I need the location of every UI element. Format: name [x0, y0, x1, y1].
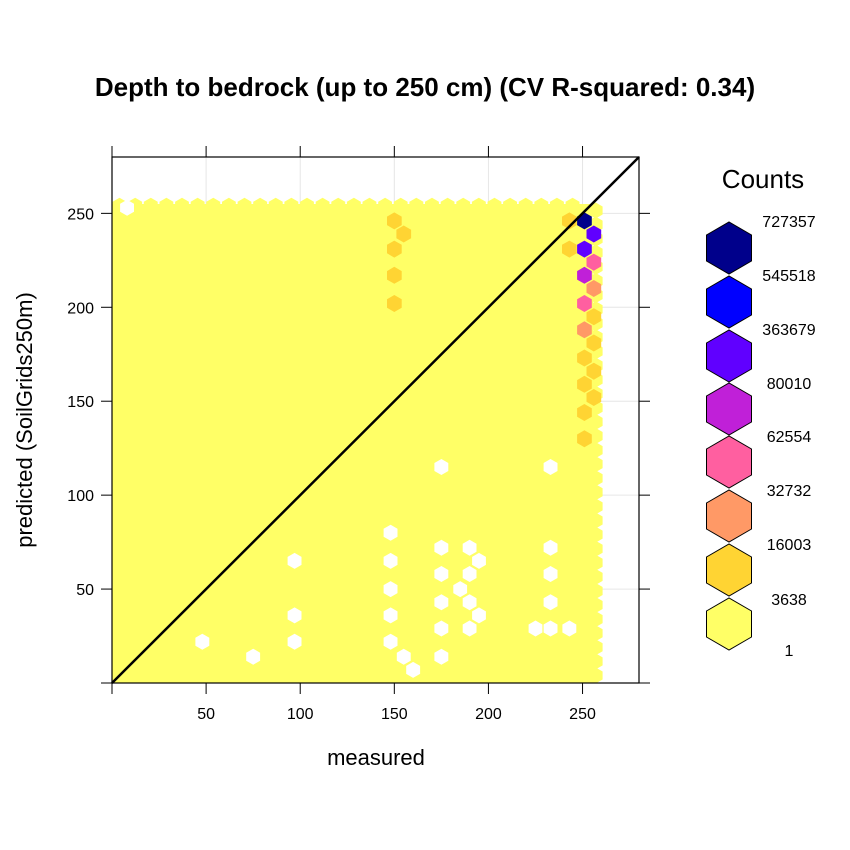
- y-tick-label: 250: [67, 206, 94, 223]
- legend-label: 32732: [767, 483, 812, 500]
- plot-area: 50 100 150 200 250 50 100 150 200 250: [67, 146, 650, 723]
- legend-swatch: [707, 490, 752, 542]
- x-tick-label: 200: [475, 706, 502, 723]
- x-tick-label: 250: [569, 706, 596, 723]
- legend-swatch: [707, 276, 752, 328]
- legend-label: 62554: [767, 429, 812, 446]
- legend-swatch: [707, 383, 752, 435]
- legend-label: 3638: [771, 592, 807, 609]
- legend: Counts 727357 545518 363679 80010 62554 32732…: [707, 164, 816, 660]
- y-tick-label: 150: [67, 394, 94, 411]
- x-tick-label: 100: [287, 706, 314, 723]
- legend-swatch: [707, 598, 752, 650]
- x-axis-label: measured: [327, 745, 425, 770]
- y-tick-label: 100: [67, 488, 94, 505]
- legend-label: 545518: [762, 268, 815, 285]
- x-tick-label: 50: [197, 706, 215, 723]
- legend-label: 16003: [767, 537, 812, 554]
- legend-swatch: [707, 222, 752, 274]
- y-axis-label: predicted (SoilGrids250m): [12, 292, 37, 548]
- legend-label: 727357: [762, 214, 815, 231]
- legend-swatch: [707, 330, 752, 382]
- legend-label: 1: [785, 643, 794, 660]
- legend-title: Counts: [722, 164, 804, 194]
- chart-title: Depth to bedrock (up to 250 cm) (CV R-sq…: [95, 72, 755, 102]
- legend-label: 363679: [762, 322, 815, 339]
- y-tick-label: 50: [76, 582, 94, 599]
- legend-swatch: [707, 544, 752, 596]
- legend-label: 80010: [767, 376, 812, 393]
- y-tick-label: 200: [67, 300, 94, 317]
- legend-swatch: [707, 436, 752, 488]
- x-tick-label: 150: [381, 706, 408, 723]
